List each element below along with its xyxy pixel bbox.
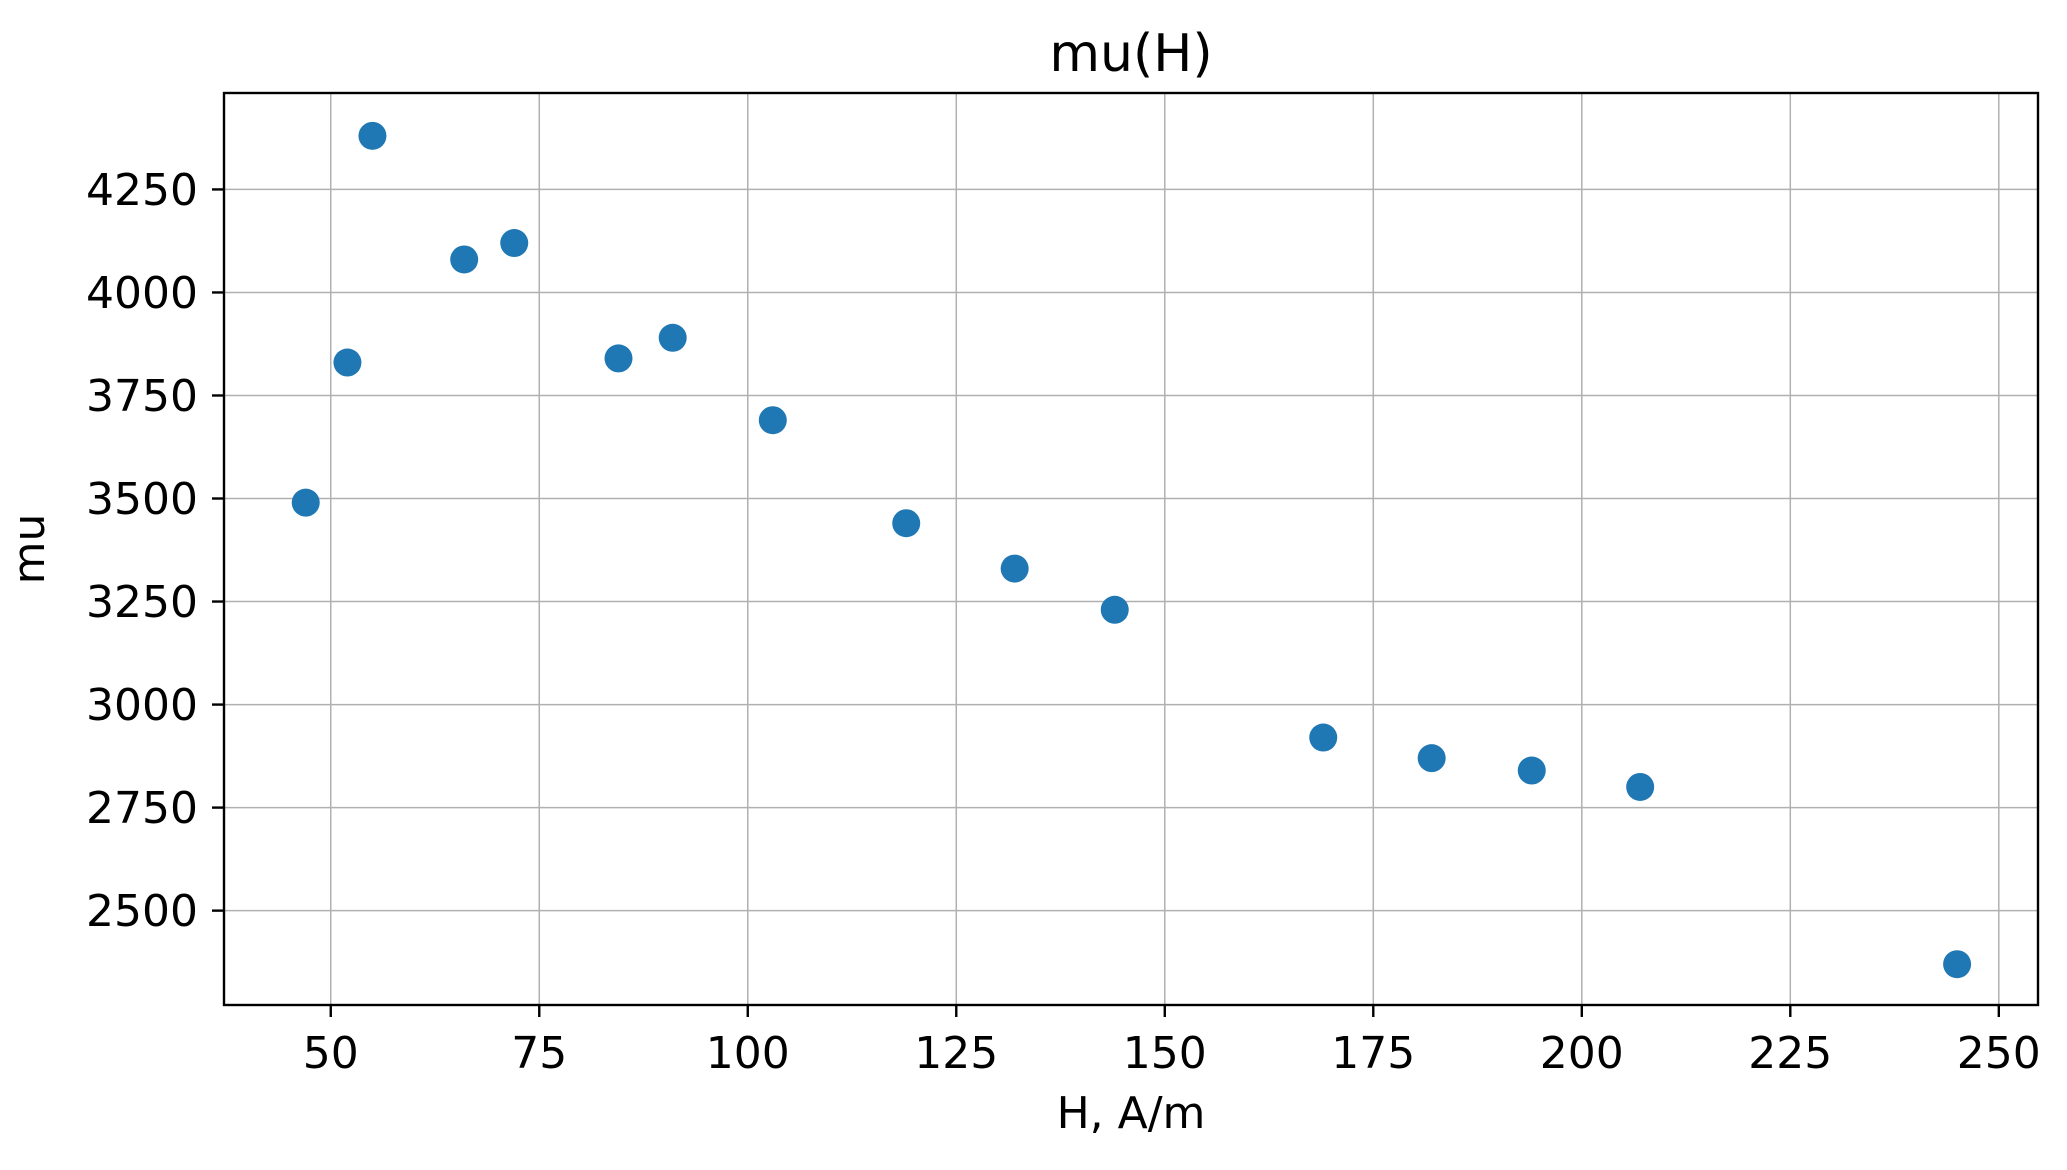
x-tick-label: 250 xyxy=(1957,1028,2041,1079)
x-tick-label: 50 xyxy=(303,1028,359,1079)
points-layer xyxy=(291,121,1972,979)
data-point xyxy=(1626,772,1655,801)
y-tick-label: 3500 xyxy=(86,474,198,525)
data-point xyxy=(1000,554,1029,583)
data-point xyxy=(358,121,387,150)
data-point xyxy=(500,229,529,258)
data-point xyxy=(1309,723,1338,752)
x-axis-label: H, A/m xyxy=(1057,1088,1206,1139)
data-point xyxy=(892,509,921,538)
x-tick-label: 150 xyxy=(1123,1028,1207,1079)
data-point xyxy=(450,245,479,274)
y-tick-label: 4000 xyxy=(86,268,198,319)
x-tick-label: 100 xyxy=(706,1028,790,1079)
tick-layer: 50 75 100 125 150 175 200 225 250 2500 2750 3000 325… xyxy=(86,165,2041,1079)
data-point xyxy=(758,406,787,435)
data-point xyxy=(333,348,362,377)
y-axis-label: mu xyxy=(4,514,55,585)
x-tick-label: 175 xyxy=(1331,1028,1415,1079)
y-tick-label: 4250 xyxy=(86,165,198,216)
grid-layer xyxy=(224,93,2038,1005)
y-tick-label: 3750 xyxy=(86,371,198,422)
data-point xyxy=(1417,744,1446,773)
data-point xyxy=(604,344,633,373)
data-point xyxy=(1517,756,1546,785)
data-point xyxy=(1100,595,1129,624)
axes-frame xyxy=(222,91,2040,1007)
y-tick-label: 3250 xyxy=(86,577,198,628)
chart-title: mu(H) xyxy=(1049,24,1212,84)
x-tick-label: 75 xyxy=(511,1028,567,1079)
data-point xyxy=(658,323,687,352)
y-tick-label: 2750 xyxy=(86,783,198,834)
y-tick-label: 3000 xyxy=(86,680,198,731)
data-point xyxy=(291,488,320,517)
data-point xyxy=(1943,950,1972,979)
x-tick-label: 200 xyxy=(1540,1028,1624,1079)
x-tick-label: 225 xyxy=(1748,1028,1832,1079)
y-tick-label: 2500 xyxy=(86,886,198,937)
x-tick-label: 125 xyxy=(914,1028,998,1079)
spine-layer xyxy=(222,91,2040,1007)
